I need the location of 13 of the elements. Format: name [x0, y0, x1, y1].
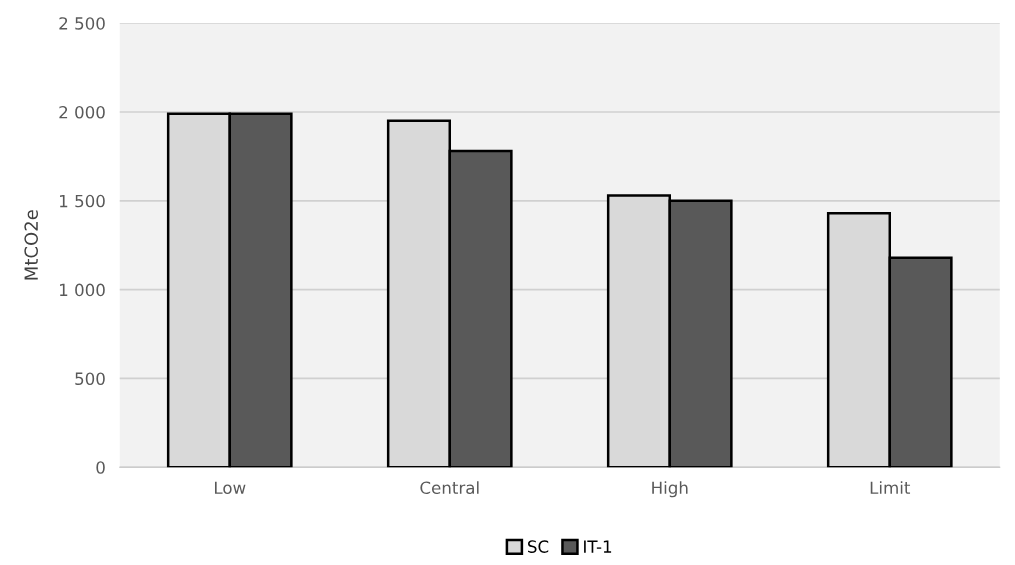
legend-label: SC [528, 540, 549, 553]
y-tick-label: 0 [96, 461, 105, 474]
y-tick-label: 2 000 [59, 105, 105, 119]
x-tick-label: Low [214, 481, 246, 495]
y-tick-label: 500 [75, 372, 105, 386]
y-tick-label: 2 500 [59, 17, 105, 30]
y-tick-label: 1 000 [60, 283, 105, 297]
y-axis-title: MtCO2e [24, 210, 38, 280]
legend-label: IT-1 [584, 540, 612, 553]
x-tick-label: Central [420, 481, 479, 495]
x-tick-label: High [652, 481, 688, 498]
x-tick-label: Limit [870, 481, 911, 494]
y-tick-label: 1 500 [60, 194, 105, 208]
